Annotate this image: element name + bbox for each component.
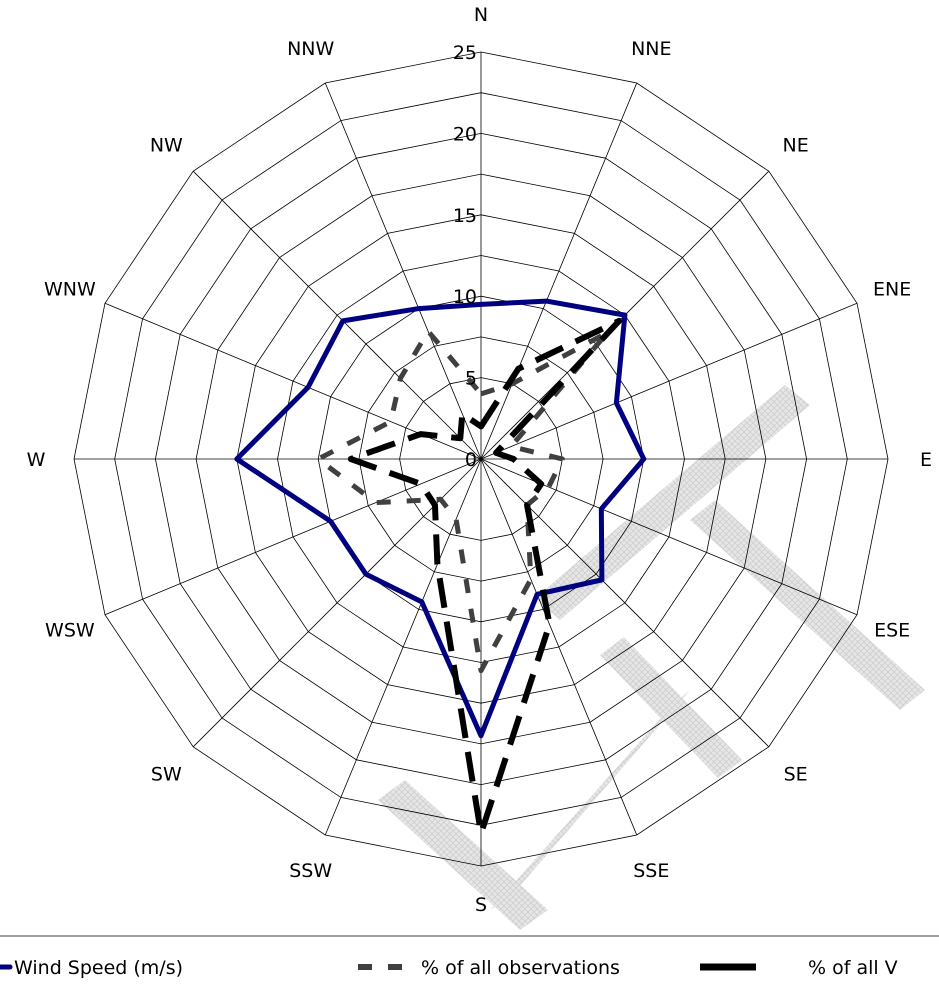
direction-label: W	[27, 449, 46, 471]
legend-label-2: % of all observations	[421, 957, 620, 979]
direction-label: NNE	[631, 38, 671, 60]
spoke-line	[192, 458, 482, 748]
watermark-stroke	[378, 780, 548, 930]
direction-label: WSW	[45, 619, 95, 641]
direction-label: N	[474, 4, 488, 26]
direction-label: NW	[150, 134, 183, 156]
direction-label: SSE	[633, 860, 669, 882]
radar-spokes	[74, 52, 888, 866]
tick-label: 5	[465, 368, 477, 390]
series-line-2	[315, 328, 611, 674]
direction-label: SW	[151, 764, 182, 786]
spoke-line	[324, 458, 482, 836]
watermark-stroke	[490, 690, 690, 910]
spoke-line	[480, 82, 638, 460]
series-lines	[234, 298, 647, 837]
spoke-line	[192, 170, 482, 460]
tick-label: 15	[453, 205, 477, 227]
direction-label: S	[475, 894, 487, 916]
legend-label-1: Wind Speed (m/s)	[14, 957, 183, 979]
tick-label: 25	[453, 42, 477, 64]
tick-label: 10	[453, 286, 477, 308]
watermark-stroke	[600, 637, 742, 778]
series-line-1	[234, 298, 647, 739]
direction-label: E	[920, 449, 932, 471]
direction-label: SE	[784, 764, 808, 786]
direction-label: ESE	[874, 619, 910, 641]
draft-watermark	[378, 385, 925, 930]
chart-legend: Wind Speed (m/s) % of all observations % o…	[0, 935, 939, 979]
spoke-line	[480, 458, 638, 836]
direction-label: NNW	[287, 38, 334, 60]
tick-label: 20	[453, 123, 477, 145]
radial-tick-labels: 0 5 10 15 20 25	[453, 42, 477, 471]
direction-labels: N NNE NE ENE E ESE SE SSE S SSW SW WSW W WNW NW NNW	[27, 4, 932, 916]
watermark-stroke	[690, 500, 925, 710]
direction-label: SSW	[289, 860, 332, 882]
series-line-3	[347, 317, 623, 837]
spoke-line	[480, 302, 858, 460]
spoke-line	[104, 458, 482, 616]
direction-label: ENE	[873, 279, 911, 301]
direction-label: WNW	[44, 279, 96, 301]
legend-label-3: % of all V	[808, 957, 898, 979]
direction-label: NE	[783, 134, 809, 156]
spoke-line	[324, 82, 482, 460]
tick-label: 0	[465, 449, 477, 471]
spoke-line	[480, 458, 770, 748]
